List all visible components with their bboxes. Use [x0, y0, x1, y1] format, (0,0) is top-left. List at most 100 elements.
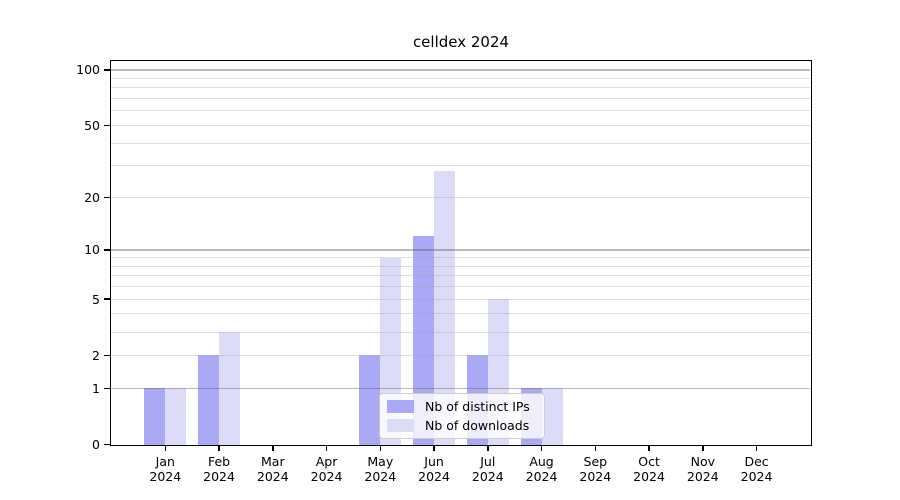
x-tick-label-line: Sep [583, 453, 608, 469]
minor-gridline [111, 298, 811, 300]
x-tick-label-line: 2024 [310, 468, 343, 484]
x-tick-mark [648, 445, 650, 452]
y-tick-label: 10 [84, 242, 100, 258]
x-tick-mark [218, 445, 220, 452]
chart-title: celldex 2024 [412, 33, 510, 51]
x-tick-mark [487, 445, 489, 452]
x-tick-label-line: Dec [744, 453, 769, 469]
legend-swatch-downloads [387, 419, 414, 432]
x-tick-label-line: May [367, 453, 394, 469]
x-tick-label: Jun 2024 [404, 454, 464, 484]
x-tick-mark [272, 445, 274, 452]
x-tick-label-line: 2024 [256, 468, 289, 484]
bar-downloads [541, 388, 563, 445]
y-tick-mark [104, 196, 110, 199]
x-tick-label-line: 2024 [203, 468, 235, 484]
minor-gridline [111, 165, 811, 167]
x-tick-label: Oct 2024 [619, 454, 679, 484]
x-tick-label-line: Jun [424, 453, 444, 469]
x-tick-label-line: 2024 [525, 468, 558, 484]
x-tick-label: Aug 2024 [512, 454, 572, 484]
y-tick-label: 5 [92, 291, 100, 307]
minor-gridline [111, 124, 811, 126]
x-tick-label-line: Jan [155, 453, 175, 469]
major-gridline [111, 69, 811, 71]
x-tick-label-line: 2024 [364, 468, 397, 484]
x-tick-label: Mar 2024 [243, 454, 303, 484]
minor-gridline [111, 265, 811, 267]
x-tick-label-line: 2024 [418, 468, 450, 484]
legend-item-distinct-ips: Nb of distinct IPs [387, 399, 536, 415]
minor-gridline [111, 286, 811, 288]
x-tick-label-line: Jul [480, 453, 496, 469]
x-tick-label: Dec 2024 [727, 454, 787, 484]
bar-downloads [165, 388, 187, 445]
x-tick-label-line: 2024 [740, 468, 773, 484]
major-gridline [111, 249, 811, 251]
x-tick-label-line: 2024 [579, 468, 612, 484]
x-tick-mark [755, 445, 758, 452]
y-tick-label: 50 [84, 117, 100, 133]
y-tick-mark [104, 443, 110, 446]
bar-distinct-ips [144, 388, 166, 445]
x-tick-mark [702, 445, 704, 452]
minor-gridline [111, 313, 811, 315]
y-tick-mark [104, 69, 110, 71]
legend-swatch-distinct-ips [387, 400, 414, 413]
x-tick-label-line: 2024 [149, 468, 182, 484]
legend: Nb of distinct IPs Nb of downloads [379, 393, 545, 439]
minor-gridline [111, 257, 811, 259]
bar-distinct-ips [359, 355, 381, 445]
x-tick-label-line: Feb [207, 453, 231, 469]
y-tick-label: 0 [92, 437, 100, 453]
x-tick-label: Jul 2024 [458, 454, 518, 484]
legend-label-downloads: Nb of downloads [425, 417, 530, 433]
x-tick-label-line: 2024 [471, 468, 504, 484]
legend-item-downloads: Nb of downloads [387, 418, 536, 434]
y-tick-label: 2 [92, 347, 100, 363]
minor-gridline [111, 77, 811, 79]
x-tick-label: Sep 2024 [565, 454, 625, 484]
y-tick-label: 1 [92, 380, 100, 396]
minor-gridline [111, 354, 811, 356]
x-tick-mark [433, 445, 435, 452]
minor-gridline [111, 87, 811, 89]
y-tick-label: 20 [84, 189, 100, 205]
x-tick-mark [540, 445, 543, 452]
x-tick-label-line: 2024 [686, 468, 719, 484]
minor-gridline [111, 275, 811, 277]
x-tick-label-line: 2024 [633, 468, 665, 484]
y-tick-mark [104, 387, 110, 390]
bar-distinct-ips [198, 355, 220, 445]
x-tick-mark [325, 445, 328, 452]
minor-gridline [111, 110, 811, 112]
major-gridline [111, 387, 811, 390]
x-tick-mark [164, 445, 167, 452]
y-tick-mark [104, 249, 110, 251]
x-tick-label-line: Nov [690, 453, 715, 469]
y-tick-label: 100 [76, 62, 100, 78]
y-tick-mark [104, 298, 110, 300]
x-tick-label-line: Aug [529, 453, 554, 469]
x-tick-label: May 2024 [350, 454, 410, 484]
x-tick-mark [594, 445, 597, 452]
bar-distinct-ips [413, 236, 435, 445]
legend-label-distinct-ips: Nb of distinct IPs [425, 398, 530, 414]
bar-downloads [434, 171, 456, 445]
bar-downloads [219, 332, 241, 445]
minor-gridline [111, 142, 811, 144]
x-tick-mark [379, 445, 382, 452]
y-tick-mark [104, 354, 110, 357]
minor-gridline [111, 331, 811, 333]
x-tick-label-line: Oct [638, 453, 660, 469]
minor-gridline [111, 196, 811, 198]
x-tick-label-line: Apr [315, 453, 338, 469]
x-tick-label: Feb 2024 [189, 454, 249, 484]
x-tick-label: Jan 2024 [135, 454, 195, 484]
x-tick-label-line: Mar [261, 453, 285, 469]
y-tick-mark [104, 124, 110, 127]
minor-gridline [111, 98, 811, 100]
x-tick-label: Apr 2024 [297, 454, 357, 484]
x-tick-label: Nov 2024 [673, 454, 733, 484]
